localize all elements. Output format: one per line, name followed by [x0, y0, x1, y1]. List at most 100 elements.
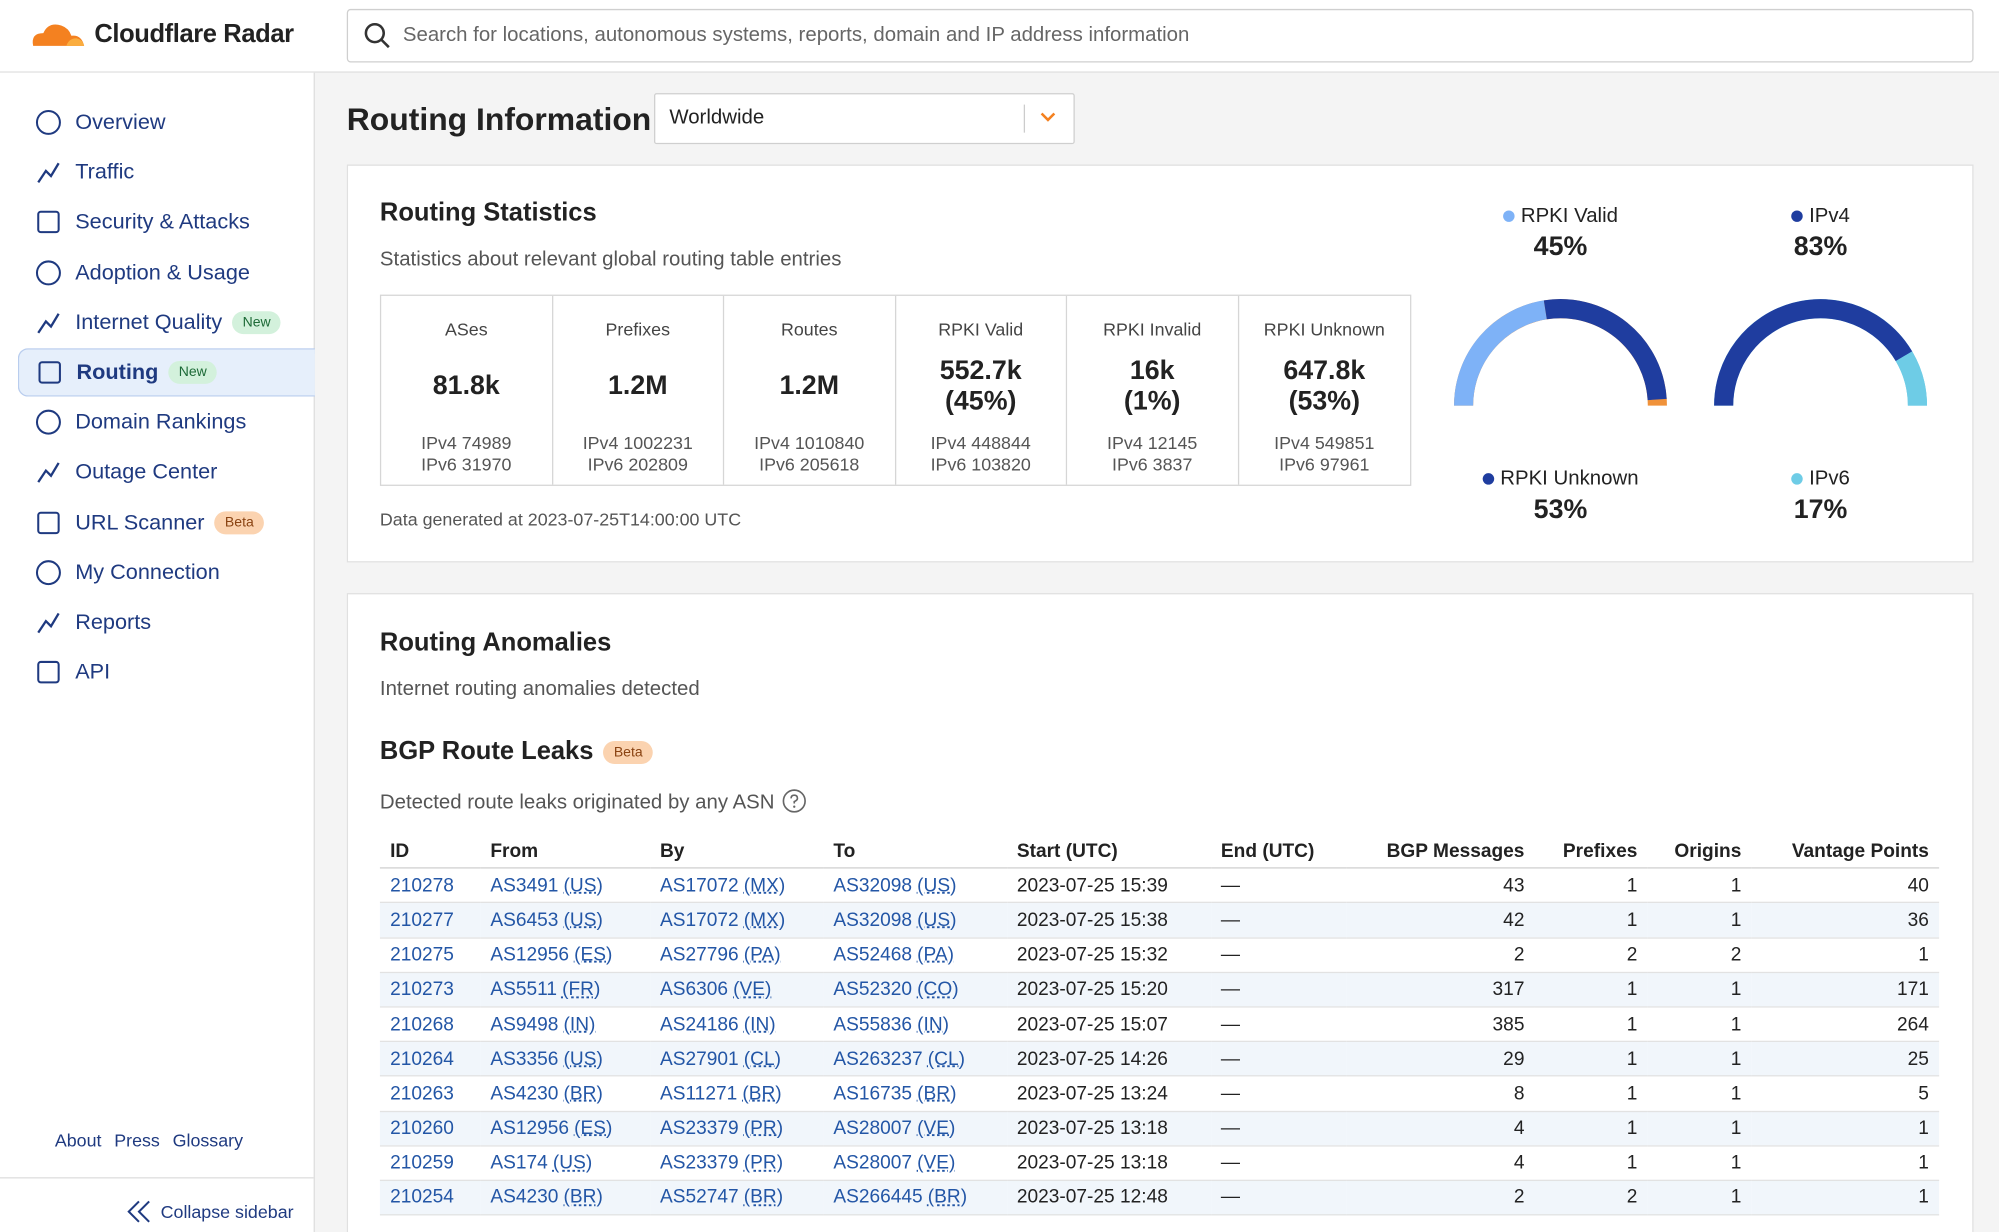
as-cell: AS16735 (BR) — [823, 1076, 1007, 1112]
nav-item[interactable]: My Connection — [18, 548, 315, 596]
as-cell: AS27796 (PA) — [649, 937, 824, 973]
asn-link[interactable]: AS24186 — [659, 1013, 739, 1036]
asn-link[interactable]: AS27901 — [659, 1048, 739, 1070]
leak-id[interactable]: 210275 — [379, 937, 481, 973]
asn-link[interactable]: AS52747 — [659, 1186, 739, 1209]
nav-item[interactable]: URL Scanner Beta — [18, 498, 315, 546]
stat-ipv4: IPv4 74989 — [421, 432, 512, 453]
gauge-legend: IPv4 — [1693, 205, 1948, 228]
leak-row[interactable]: 210268 AS9498 (IN) AS24186 (IN) AS55836 (IN) 20… — [379, 1006, 1940, 1043]
as-cell: AS5511 (FR) — [480, 972, 650, 1008]
asn-link[interactable]: AS23379 — [659, 1152, 739, 1174]
nav-item[interactable]: API — [18, 648, 315, 696]
cell: 2023-07-25 15:20 — [1006, 972, 1211, 1008]
footer-link[interactable]: Press — [114, 1130, 160, 1151]
nav-icon — [35, 109, 61, 135]
search-box[interactable] — [346, 8, 1974, 63]
leak-row[interactable]: 210264 AS3356 (US) AS27901 (CL) AS263237 (CL) 2… — [379, 1041, 1940, 1077]
asn-link[interactable]: AS12956 — [490, 1117, 570, 1140]
asn-link[interactable]: AS12956 — [490, 943, 570, 966]
stat-value: 81.8k — [381, 371, 551, 402]
asn-link[interactable]: AS32098 — [833, 909, 913, 932]
nav-item[interactable]: Reports — [18, 598, 315, 646]
asn-link[interactable]: AS28007 — [833, 1152, 913, 1174]
asn-link[interactable]: AS4230 — [490, 1186, 559, 1209]
cell: — — [1210, 868, 1347, 904]
leak-id[interactable]: 210259 — [379, 1145, 481, 1181]
nav-item[interactable]: Adoption & Usage — [18, 248, 315, 296]
location-value: Worldwide — [669, 107, 765, 129]
asn-link[interactable]: AS55836 — [833, 1013, 913, 1036]
asn-link[interactable]: AS32098 — [833, 874, 913, 897]
asn-link[interactable]: AS266445 — [833, 1186, 923, 1209]
asn-link[interactable]: AS5511 — [490, 978, 558, 1001]
stat-cell: RPKI Unknown 647.8k (53%) IPv4 549851 IPv6 9… — [1239, 296, 1410, 485]
nav-label: API — [75, 659, 111, 684]
footer-link[interactable]: About — [54, 1130, 102, 1151]
leak-id[interactable]: 210263 — [379, 1076, 481, 1112]
asn-link[interactable]: AS3356 — [490, 1048, 559, 1070]
nav-item[interactable]: Routing New — [17, 348, 315, 397]
leak-row[interactable]: 210273 AS5511 (FR) AS6306 (VE) AS52320 (CO) 202… — [379, 972, 1940, 1008]
asn-link[interactable]: AS6453 — [490, 909, 559, 932]
cell: 25 — [1751, 1041, 1940, 1077]
asn-link[interactable]: AS52468 — [833, 943, 913, 966]
country: (PA) — [743, 943, 781, 966]
stat-ipv6: IPv6 205618 — [759, 454, 860, 475]
nav-item[interactable]: Domain Rankings — [18, 398, 315, 446]
nav-item[interactable]: Outage Center — [18, 448, 315, 496]
asn-link[interactable]: AS9498 — [490, 1013, 559, 1036]
nav-item[interactable]: Traffic — [18, 148, 315, 196]
nav-item[interactable]: Overview — [18, 98, 315, 146]
stat-ipv6: IPv6 31970 — [421, 454, 512, 475]
asn-link[interactable]: AS17072 — [659, 909, 739, 932]
cell: 1 — [1534, 1145, 1648, 1181]
asn-link[interactable]: AS11271 — [659, 1082, 738, 1105]
leak-row[interactable]: 210263 AS4230 (BR) AS11271 (BR) AS16735 (BR) 20… — [379, 1076, 1940, 1112]
asn-link[interactable]: AS174 — [490, 1152, 548, 1174]
asn-link[interactable]: AS3491 — [490, 874, 559, 897]
leak-row[interactable]: 210254 AS4230 (BR) AS52747 (BR) AS266445 (BR) 2… — [379, 1180, 1940, 1216]
nav-icon — [35, 409, 61, 435]
asn-link[interactable]: AS27796 — [659, 943, 739, 966]
nav-item[interactable]: Security & Attacks — [18, 198, 315, 246]
column-header: By — [649, 834, 824, 869]
leak-row[interactable]: 210278 AS3491 (US) AS17072 (MX) AS32098 (US) 20… — [379, 868, 1940, 904]
leak-row[interactable]: 210275 AS12956 (ES) AS27796 (PA) AS52468 (PA) 2… — [379, 937, 1940, 973]
as-cell: AS52320 (CO) — [823, 972, 1007, 1008]
asn-link[interactable]: AS23379 — [659, 1117, 739, 1140]
leak-row[interactable]: 210259 AS174 (US) AS23379 (PR) AS28007 (VE) 202… — [379, 1145, 1940, 1181]
asn-link[interactable]: AS17072 — [659, 874, 739, 897]
cell: 1 — [1647, 1145, 1752, 1181]
asn-link[interactable]: AS6306 — [659, 978, 729, 1001]
asn-link[interactable]: AS16735 — [833, 1082, 913, 1105]
cell: 2023-07-25 12:48 — [1006, 1180, 1211, 1216]
asn-link[interactable]: AS263237 — [833, 1048, 923, 1070]
country: (US) — [563, 1048, 603, 1070]
leak-id[interactable]: 210278 — [379, 868, 481, 904]
icon-shape — [37, 511, 60, 534]
leak-id[interactable]: 210273 — [379, 972, 481, 1008]
gauge-legend: RPKI Valid — [1433, 205, 1688, 228]
leak-id[interactable]: 210264 — [379, 1041, 481, 1077]
asn-link[interactable]: AS28007 — [833, 1117, 913, 1140]
leak-id[interactable]: 210254 — [379, 1180, 481, 1216]
cell: 36 — [1751, 902, 1940, 939]
leak-id[interactable]: 210268 — [379, 1006, 481, 1043]
location-select[interactable] — [654, 93, 1075, 145]
asn-link[interactable]: AS4230 — [490, 1082, 559, 1105]
leak-id[interactable]: 210260 — [379, 1110, 481, 1147]
as-cell: AS32098 (US) — [823, 902, 1007, 939]
as-cell: AS3491 (US) — [480, 868, 650, 904]
footer-link[interactable]: Glossary — [172, 1130, 244, 1151]
asn-link[interactable]: AS52320 — [833, 978, 913, 1001]
nav-item[interactable]: Internet Quality New — [18, 298, 315, 346]
leak-id[interactable]: 210277 — [379, 902, 481, 939]
help-icon[interactable] — [781, 788, 806, 814]
collapse-sidebar[interactable]: Collapse sidebar — [125, 1199, 294, 1225]
leak-row[interactable]: 210277 AS6453 (US) AS17072 (MX) AS32098 (US) 20… — [379, 902, 1940, 939]
cell: 1 — [1647, 902, 1752, 939]
leak-row[interactable]: 210260 AS12956 (ES) AS23379 (PR) AS28007 (VE) 2… — [379, 1110, 1940, 1147]
as-cell: AS12956 (ES) — [480, 1110, 650, 1147]
as-cell: AS28007 (VE) — [823, 1110, 1007, 1147]
